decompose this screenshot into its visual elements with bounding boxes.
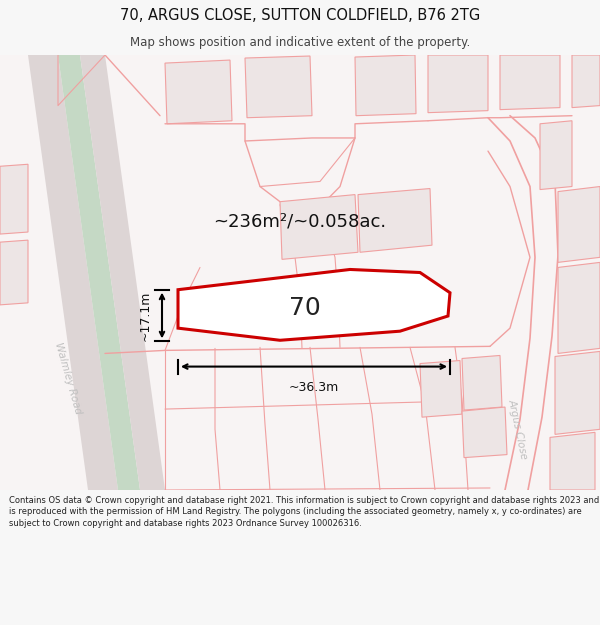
Polygon shape	[462, 407, 507, 458]
Text: Map shows position and indicative extent of the property.: Map shows position and indicative extent…	[130, 36, 470, 49]
Polygon shape	[540, 121, 572, 189]
Polygon shape	[0, 240, 28, 305]
Polygon shape	[58, 55, 140, 490]
Text: 70: 70	[289, 296, 321, 320]
Polygon shape	[280, 194, 358, 259]
Polygon shape	[0, 164, 28, 234]
Polygon shape	[355, 55, 416, 116]
Polygon shape	[358, 189, 432, 253]
Text: ~36.3m: ~36.3m	[289, 381, 339, 394]
Polygon shape	[178, 269, 450, 340]
Polygon shape	[558, 186, 600, 262]
Polygon shape	[500, 55, 560, 109]
Polygon shape	[558, 262, 600, 353]
Polygon shape	[28, 55, 118, 490]
Polygon shape	[572, 55, 600, 108]
Text: ~236m²/~0.058ac.: ~236m²/~0.058ac.	[214, 213, 386, 231]
Text: Contains OS data © Crown copyright and database right 2021. This information is : Contains OS data © Crown copyright and d…	[9, 496, 599, 528]
Text: Argus Close: Argus Close	[507, 398, 529, 461]
Text: 70, ARGUS CLOSE, SUTTON COLDFIELD, B76 2TG: 70, ARGUS CLOSE, SUTTON COLDFIELD, B76 2…	[120, 8, 480, 23]
Polygon shape	[555, 351, 600, 434]
Polygon shape	[550, 432, 595, 490]
Polygon shape	[420, 361, 462, 417]
Text: ~17.1m: ~17.1m	[139, 290, 152, 341]
Polygon shape	[428, 55, 488, 112]
Polygon shape	[165, 60, 232, 124]
Polygon shape	[80, 55, 165, 490]
Polygon shape	[462, 356, 502, 410]
Polygon shape	[0, 55, 600, 490]
Polygon shape	[245, 56, 312, 118]
Text: Walmley Road: Walmley Road	[53, 342, 83, 416]
